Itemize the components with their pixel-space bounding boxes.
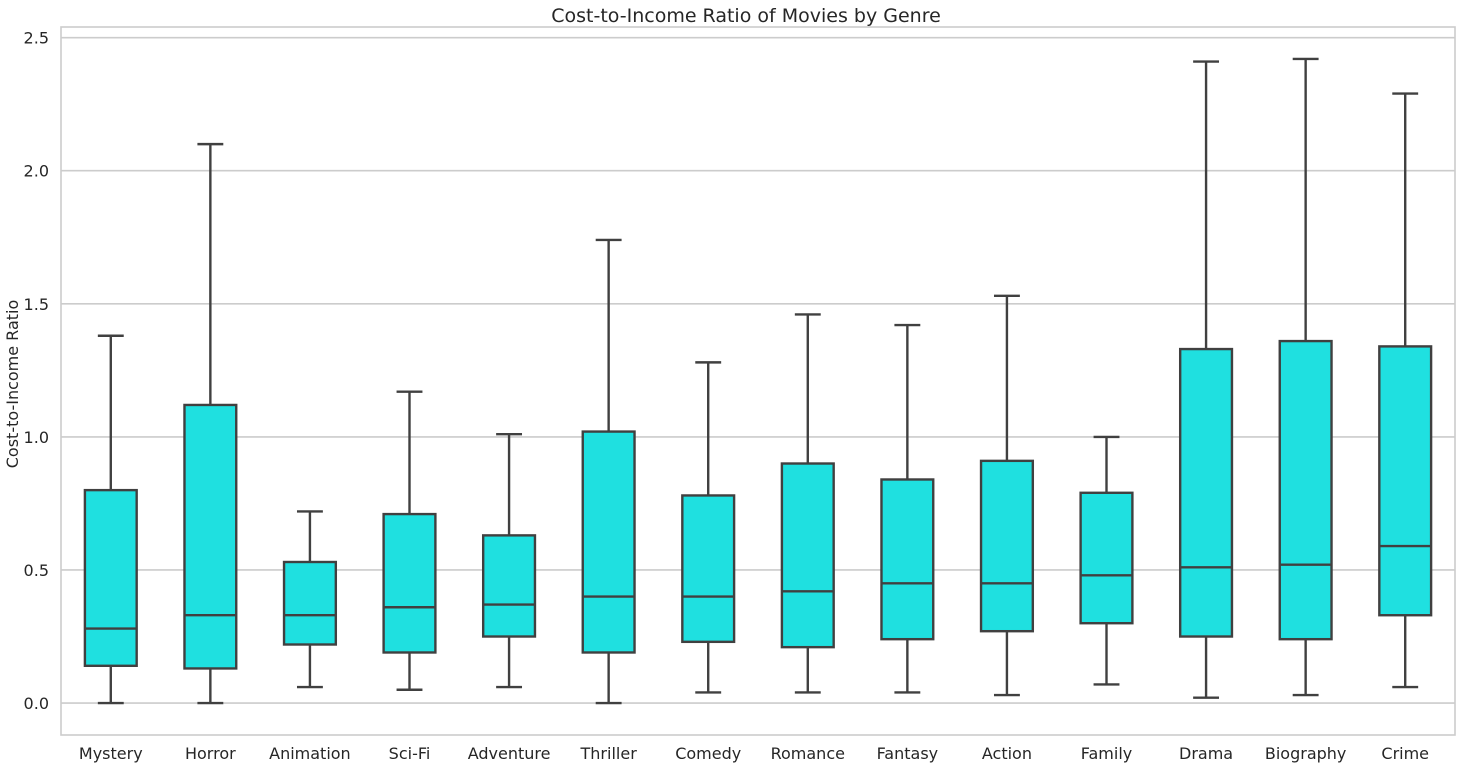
iqr-box [581,430,636,654]
y-tick-label: 2.0 [24,162,49,181]
y-tick-label: 1.0 [24,428,49,447]
iqr-box [1079,491,1134,625]
y-tick-label: 0.0 [24,694,49,713]
x-tick-label: Drama [1179,744,1233,763]
x-tick-labels: Mystery Horror Animation Sci-Fi Adventure Thr… [79,744,1429,763]
iqr-box [183,403,238,670]
box-romance [780,313,835,694]
x-tick-label: Thriller [580,744,638,763]
x-tick-label: Fantasy [877,744,939,763]
chart-title: Cost-to-Income Ratio of Movies by Genre [551,5,941,27]
y-axis-label: Cost-to-Income Ratio [3,300,22,469]
iqr-box [780,462,835,649]
iqr-box [880,478,935,641]
iqr-box [481,534,537,638]
box-animation [282,510,338,689]
box-comedy [681,361,736,694]
x-tick-label: Family [1081,744,1132,763]
x-tick-label: Comedy [675,744,741,763]
box-mystery [83,334,138,705]
axes-frame [60,26,1456,736]
plot-frame [60,26,1456,736]
iqr-box [1278,339,1333,641]
iqr-box [681,494,736,644]
x-tick-label: Action [982,744,1032,763]
box-sci-fi [382,390,437,691]
x-tick-label: Horror [185,744,236,763]
y-tick-labels: 0.0 0.5 1.0 1.5 2.0 2.5 [24,29,49,713]
box-action [979,294,1035,697]
x-tick-label: Animation [269,744,351,763]
box-adventure [481,433,537,689]
iqr-box [83,488,138,667]
y-tick-label: 1.5 [24,295,49,314]
box-horror [183,142,238,705]
boxes-layer [83,57,1433,705]
x-tick-label: Biography [1265,744,1347,763]
x-tick-label: Romance [771,744,845,763]
iqr-box [282,560,338,646]
box-crime [1378,92,1433,689]
x-tick-label: Crime [1381,744,1429,763]
y-tick-label: 2.5 [24,29,49,48]
x-tick-label: Adventure [468,744,551,763]
iqr-box [1178,347,1234,638]
iqr-box [382,512,437,654]
iqr-box [979,459,1035,633]
iqr-box [1378,345,1433,617]
box-fantasy [880,323,935,694]
x-tick-label: Mystery [79,744,143,763]
y-tick-label: 0.5 [24,561,49,580]
box-family [1079,435,1134,686]
box-biography [1278,57,1333,697]
box-drama [1178,60,1234,699]
x-tick-label: Sci-Fi [389,744,431,763]
box-thriller [581,238,636,705]
